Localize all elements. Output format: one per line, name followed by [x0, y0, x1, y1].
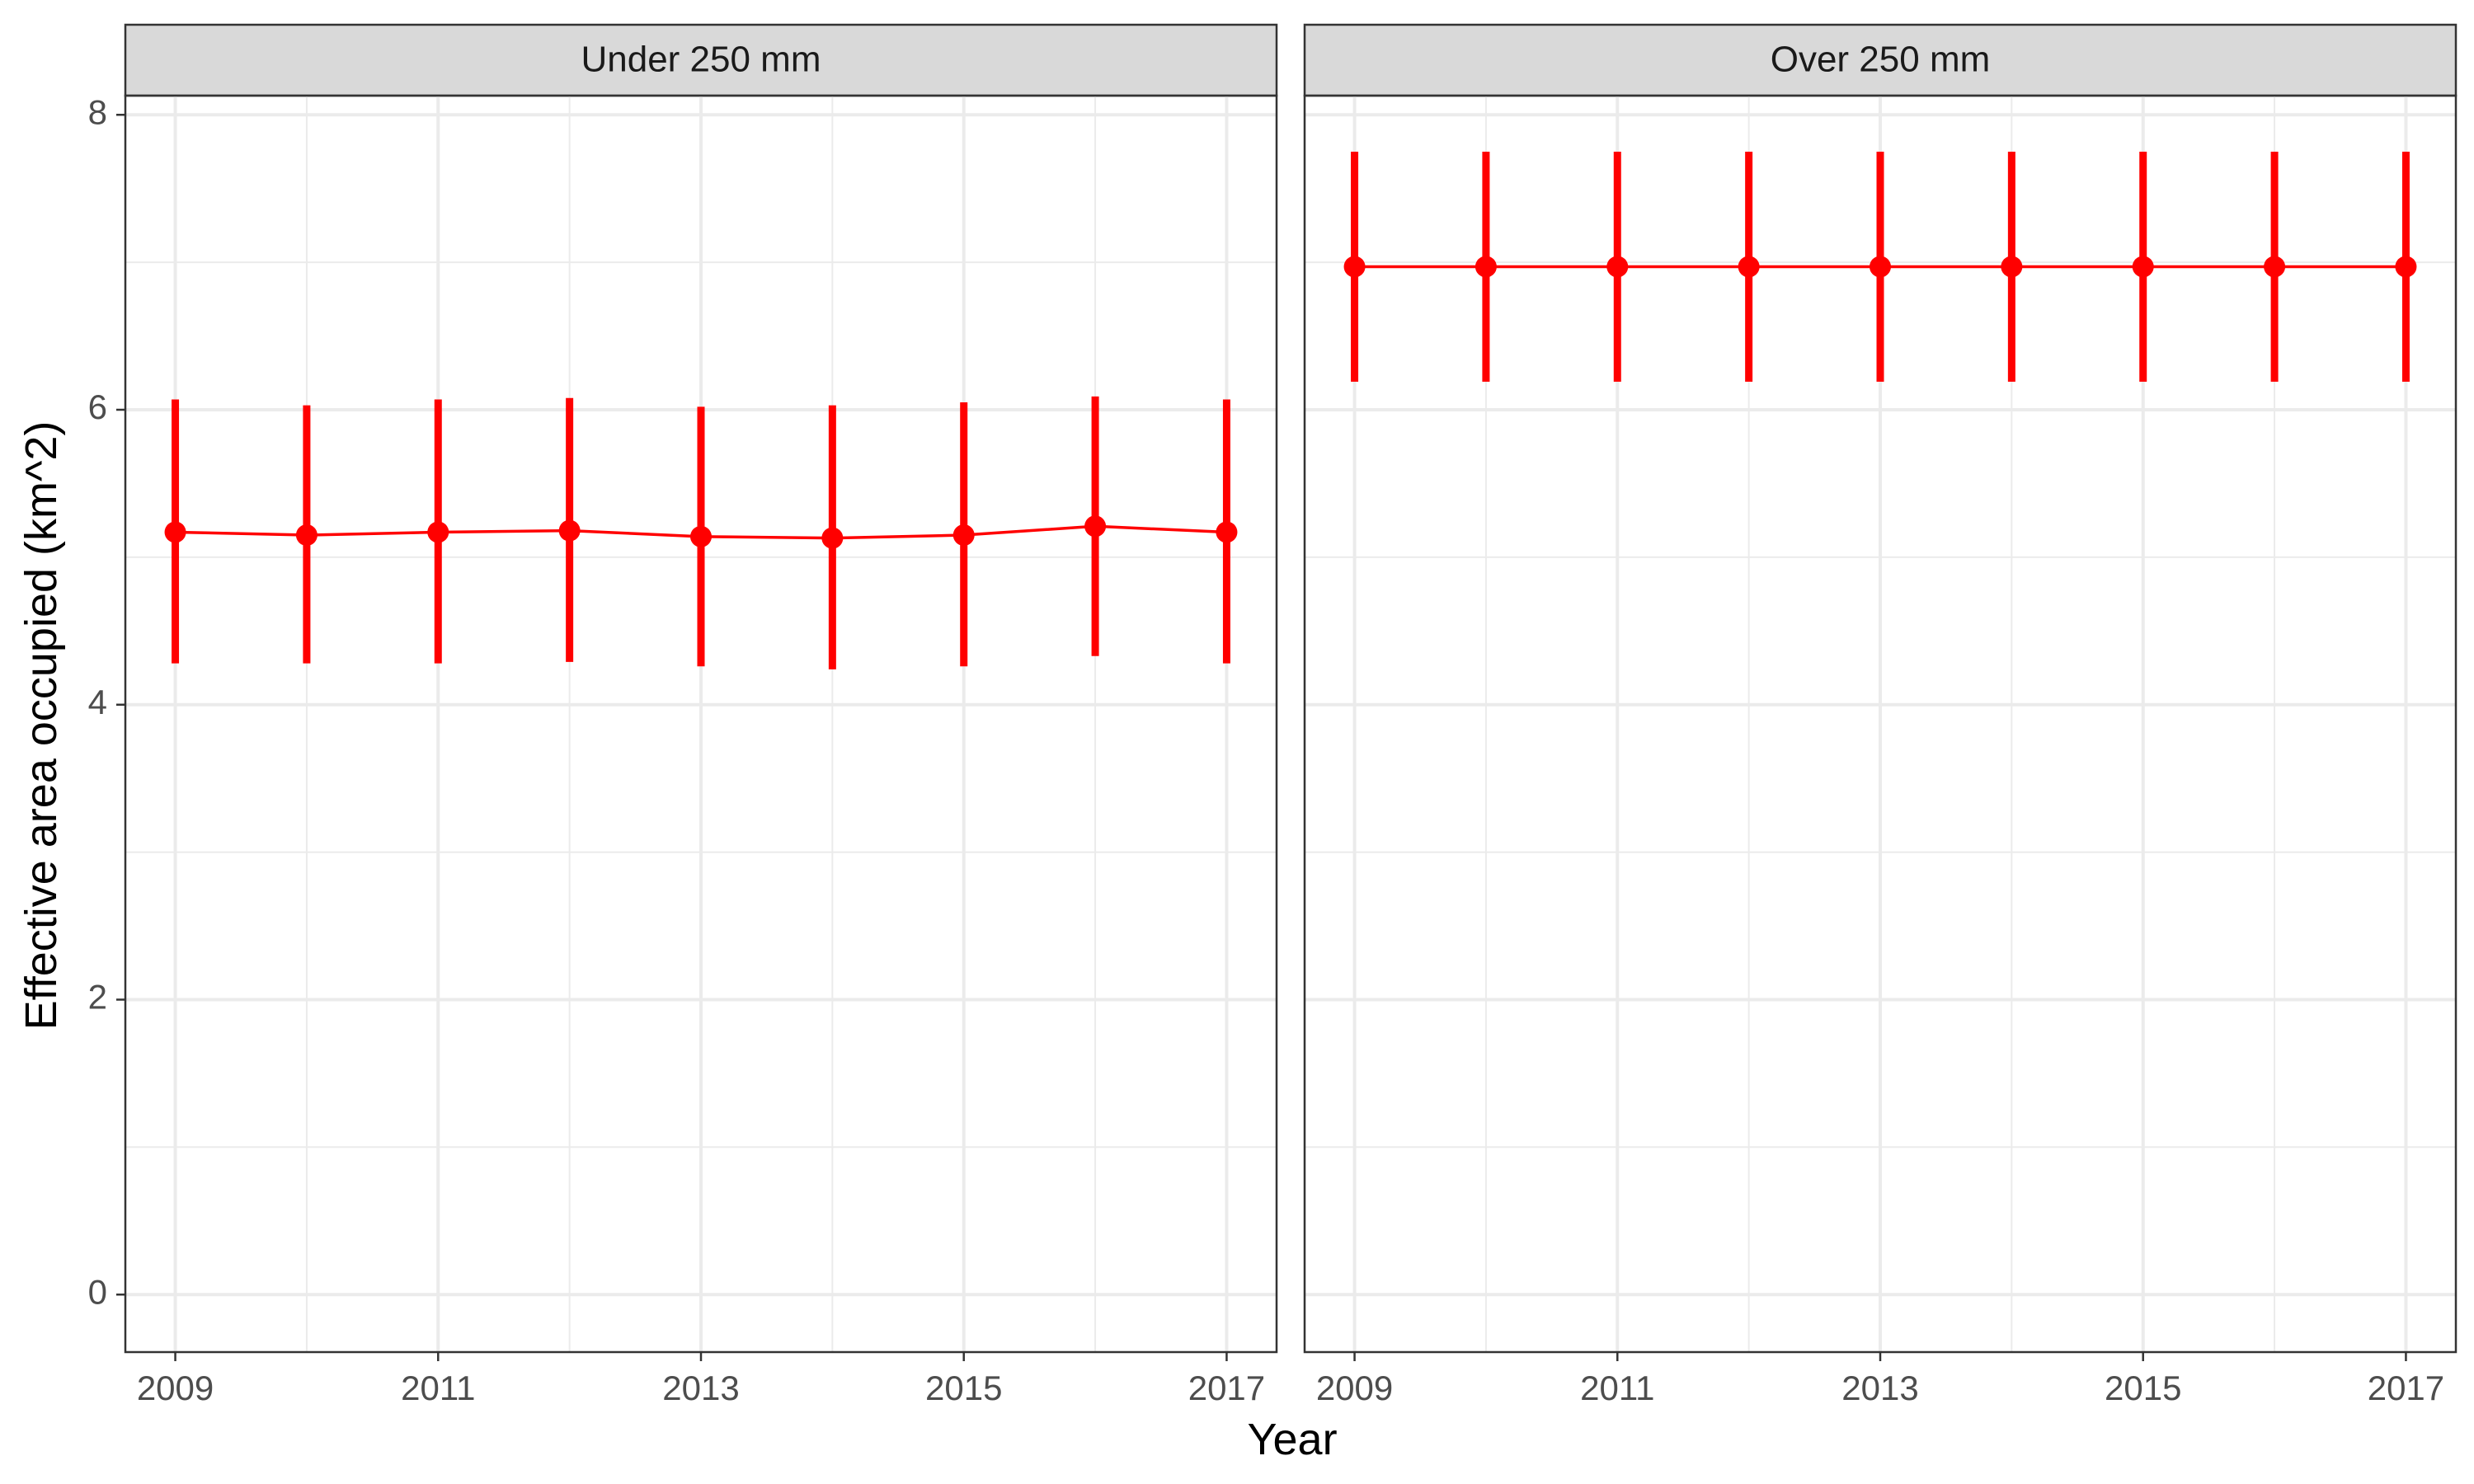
data-point [427, 521, 449, 543]
series-under-250mm [164, 396, 1238, 669]
strip-over-250mm [1303, 23, 2458, 97]
x-tick-label: 2017 [1188, 1369, 1265, 1407]
x-tick-label: 2015 [925, 1369, 1002, 1407]
y-axis-title: Effective area occupied (km^2) [16, 421, 66, 1031]
data-point [1475, 256, 1497, 278]
x-tick-label: 2009 [137, 1369, 214, 1407]
strip-title-over-250mm: Over 250 mm [1771, 40, 1991, 80]
data-point [1084, 515, 1107, 538]
x-tick-label: 2017 [2368, 1369, 2444, 1407]
y-tick-label: 0 [88, 1272, 107, 1311]
x-tick-label: 2013 [1841, 1369, 1918, 1407]
data-point [2395, 256, 2417, 278]
y-tick-label: 2 [88, 978, 107, 1017]
y-tick-label: 4 [88, 683, 107, 721]
data-point [2264, 256, 2286, 278]
x-axis-ticks: 2009 2011 2013 2015 2017 [137, 1352, 1265, 1407]
data-point [1343, 256, 1366, 278]
data-point [821, 527, 844, 549]
x-tick-label: 2011 [401, 1369, 475, 1407]
data-point [952, 524, 975, 547]
x-tick-label: 2009 [1316, 1369, 1393, 1407]
y-tick-label: 6 [88, 387, 107, 426]
data-point [2001, 256, 2023, 278]
data-point [295, 524, 317, 547]
strip-under-250mm [124, 23, 1278, 97]
strip-title-under-250mm: Under 250 mm [581, 40, 821, 80]
y-axis-ticks: 0 2 4 6 8 [88, 92, 125, 1311]
data-point [2132, 256, 2154, 278]
x-tick-label: 2015 [2105, 1369, 2181, 1407]
x-tick-label: 2011 [1580, 1369, 1654, 1407]
y-tick-label: 8 [88, 92, 107, 131]
x-axis-ticks: 2009 2011 2013 2015 2017 [1316, 1352, 2444, 1407]
data-point [690, 525, 712, 547]
data-point [164, 521, 186, 543]
data-point [1216, 521, 1238, 543]
x-axis-title: Year [1247, 1415, 1337, 1464]
data-point [558, 519, 581, 542]
x-tick-label: 2013 [662, 1369, 739, 1407]
series-over-250mm [1343, 151, 2417, 383]
panel-under-250mm: Under 250 mm 2009 2011 2013 2015 2017 0 2 4 6 8 [88, 23, 1278, 1407]
data-point [1738, 256, 1760, 278]
panel-over-250mm: Over 250 mm 2009 2011 2013 2015 2017 [1303, 23, 2458, 1407]
data-point [1870, 256, 1891, 278]
data-point [1606, 256, 1629, 278]
